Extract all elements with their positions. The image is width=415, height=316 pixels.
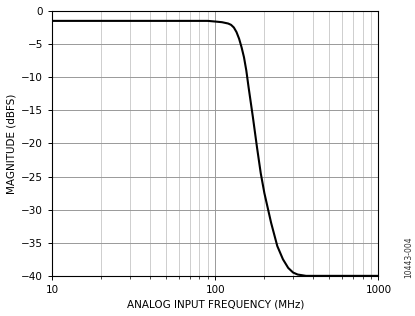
Y-axis label: MAGNITUDE (dBFS): MAGNITUDE (dBFS) — [7, 93, 17, 194]
Text: 10443-004: 10443-004 — [404, 236, 413, 278]
X-axis label: ANALOG INPUT FREQUENCY (MHz): ANALOG INPUT FREQUENCY (MHz) — [127, 299, 304, 309]
